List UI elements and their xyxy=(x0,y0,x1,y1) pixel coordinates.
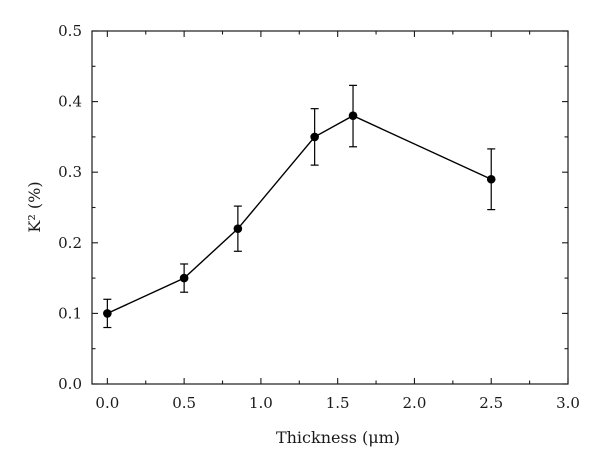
plot-frame xyxy=(91,30,569,385)
y-tick-label: 0.2 xyxy=(58,234,82,252)
data-point xyxy=(310,132,319,142)
x-tick-label: 1.5 xyxy=(326,394,350,412)
y-tick-label: 0.5 xyxy=(58,22,82,40)
y-axis-title: K² (%) xyxy=(25,181,44,232)
x-tick-label: 3.0 xyxy=(556,394,580,412)
data-point xyxy=(486,174,496,184)
x-tick-label: 0.0 xyxy=(95,394,119,412)
y-tick-label: 0.0 xyxy=(58,375,82,393)
data-point xyxy=(348,111,358,121)
axes xyxy=(91,30,569,385)
error-bars xyxy=(103,84,496,329)
x-tick-label: 2.0 xyxy=(403,394,427,412)
y-tick-label: 0.1 xyxy=(58,304,82,322)
tick-labels: 0.0 0.5 1.0 1.5 2.0 2.5 3.0 0.0 0.1 0.2 0.3 0.4 0.5 xyxy=(58,22,580,412)
x-tick-label: 0.5 xyxy=(172,394,196,412)
data-point xyxy=(233,224,243,233)
y-tick-label: 0.4 xyxy=(58,93,82,111)
ticks xyxy=(92,30,569,385)
y-tick-label: 0.3 xyxy=(58,163,82,181)
series-line xyxy=(107,114,492,315)
series xyxy=(103,111,496,318)
x-tick-label: 1.0 xyxy=(249,394,273,412)
axis-titles: Thickness (μm) K² (%) xyxy=(25,181,400,447)
x-axis-title: Thickness (μm) xyxy=(276,428,400,447)
x-tick-label: 2.5 xyxy=(479,394,503,412)
data-point xyxy=(179,273,189,283)
data-point xyxy=(103,309,112,318)
